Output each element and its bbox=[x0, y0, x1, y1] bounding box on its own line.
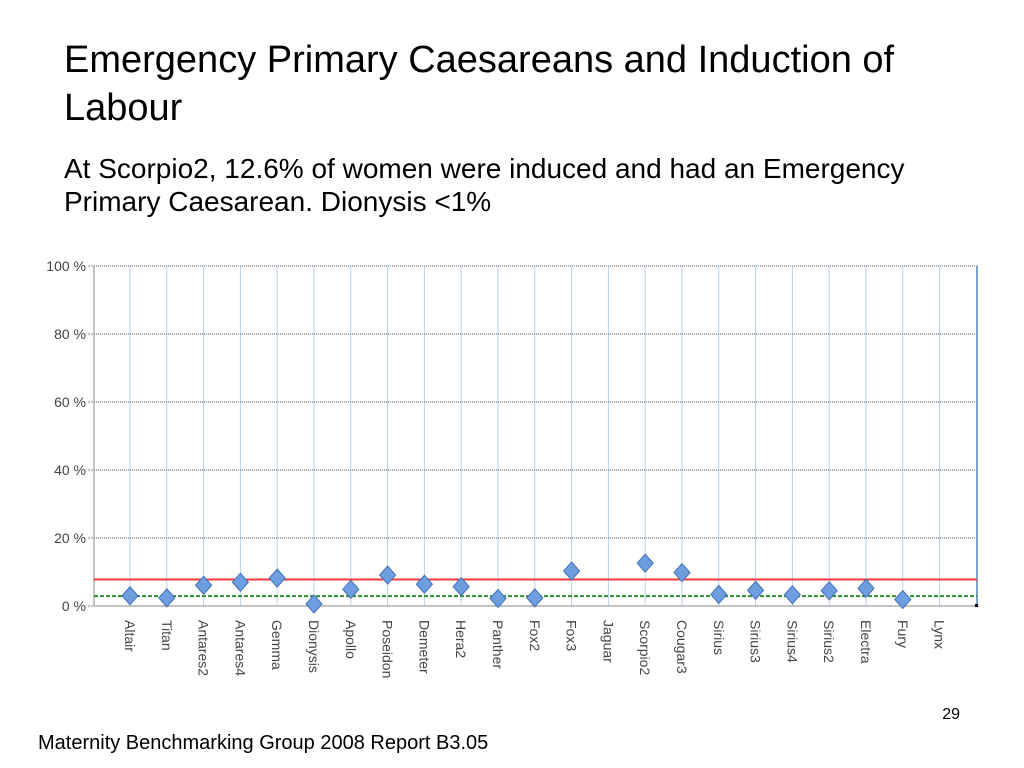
x-tick-label: Sirius bbox=[711, 620, 727, 655]
chart-container: 0 % 20 % 40 % 60 % 80 % 100 % Altair Titan Antar… bbox=[0, 250, 1024, 700]
x-tick-label: Antares2 bbox=[196, 620, 212, 676]
x-tick-label: Apollo bbox=[343, 620, 359, 659]
x-tick-label: Scorpio2 bbox=[637, 620, 653, 675]
x-tick-label: Sirius2 bbox=[821, 620, 837, 663]
data-point-sirius2 bbox=[820, 580, 838, 601]
x-tick-label: Electra bbox=[858, 620, 874, 664]
data-point-altair bbox=[121, 586, 139, 606]
data-point-poseidon bbox=[378, 565, 397, 585]
page-number: 29 bbox=[942, 706, 960, 723]
x-tick-label: Hera2 bbox=[453, 620, 469, 658]
y-tick-label: 40 % bbox=[54, 462, 86, 478]
data-point-titan bbox=[158, 588, 176, 608]
data-point-sirius4 bbox=[783, 585, 802, 605]
data-point-fox3 bbox=[562, 561, 581, 581]
data-point-fury bbox=[894, 589, 912, 610]
x-tick-label: Gemma bbox=[269, 620, 285, 670]
x-tick-label: Dionysis bbox=[306, 620, 322, 673]
data-point-fox2 bbox=[526, 588, 544, 608]
x-tick-label: Sirius3 bbox=[748, 620, 764, 663]
data-point-antares2 bbox=[194, 575, 213, 596]
scatter-chart: 0 % 20 % 40 % 60 % 80 % 100 % Altair Titan Antar… bbox=[46, 258, 978, 678]
data-point-apollo bbox=[342, 579, 360, 600]
data-point-hera2 bbox=[452, 576, 470, 597]
y-tick-label: 80 % bbox=[54, 326, 86, 342]
x-tick-label: Fox2 bbox=[527, 620, 543, 651]
x-tick-label: Cougar3 bbox=[674, 620, 690, 674]
data-point-dionysis bbox=[305, 594, 323, 614]
y-tick-label: 0 % bbox=[62, 598, 86, 614]
x-tick-label: Fury bbox=[895, 620, 911, 648]
data-point-scorpio2 bbox=[636, 553, 654, 573]
x-tick-label: Fox3 bbox=[564, 620, 580, 651]
y-tick-label: 20 % bbox=[54, 530, 86, 546]
x-tick-label: Sirius4 bbox=[784, 620, 800, 663]
x-tick-label: Antares4 bbox=[232, 620, 248, 676]
axis-corner-mark bbox=[975, 604, 978, 607]
slide-subtitle: At Scorpio2, 12.6% of women were induced… bbox=[64, 153, 905, 217]
x-tick-label: Panther bbox=[490, 620, 506, 669]
y-tick-label: 100 % bbox=[46, 258, 86, 274]
data-point-panther bbox=[489, 588, 507, 609]
x-tick-label: Lynx bbox=[932, 620, 948, 649]
slide-title: Emergency Primary Caesareans and Inducti… bbox=[64, 39, 895, 129]
x-tick-label: Altair bbox=[122, 620, 138, 652]
plot-area bbox=[94, 266, 977, 606]
x-tick-label: Demeter bbox=[416, 620, 432, 674]
data-point-sirius bbox=[710, 584, 728, 605]
x-tick-label: Titan bbox=[159, 620, 175, 651]
data-point-antares4 bbox=[231, 572, 250, 592]
data-point-gemma bbox=[268, 568, 286, 588]
x-tick-label: Poseidon bbox=[380, 620, 396, 678]
data-point-cougar3 bbox=[673, 562, 691, 583]
data-point-sirius3 bbox=[746, 580, 765, 601]
footer-source: Maternity Benchmarking Group 2008 Report… bbox=[38, 732, 489, 754]
x-tick-label: Jaguar bbox=[600, 620, 616, 663]
data-point-demeter bbox=[415, 574, 434, 594]
data-point-electra bbox=[857, 578, 875, 599]
y-tick-label: 60 % bbox=[54, 394, 86, 410]
